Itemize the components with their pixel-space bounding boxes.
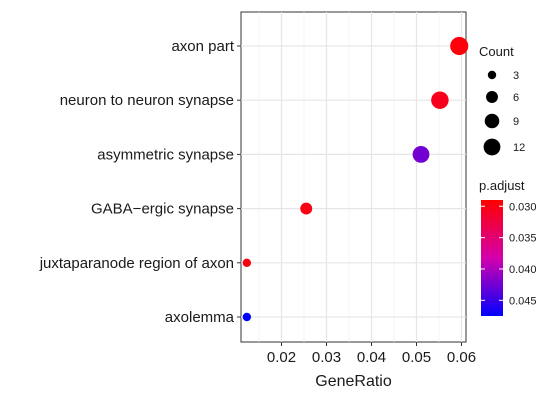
color-legend-label: 0.030: [509, 201, 537, 213]
data-point: [242, 312, 252, 322]
size-legend-title: Count: [479, 44, 514, 59]
x-tick-label: 0.05: [402, 349, 431, 366]
y-category-label: axolemma: [165, 309, 235, 326]
y-category-label: GABA−ergic synapse: [91, 201, 234, 218]
y-category-label: neuron to neuron synapse: [60, 92, 234, 109]
size-legend-dot: [484, 113, 500, 129]
y-category-label: juxtaparanode region of axon: [39, 255, 234, 272]
data-point: [300, 202, 313, 215]
color-legend-bar: [481, 200, 503, 316]
x-axis: 0.02 0.03 0.04 0.05 0.06: [267, 342, 476, 366]
x-axis-title: GeneRatio: [315, 373, 392, 390]
color-legend-label: 0.040: [509, 264, 537, 276]
y-category-label: asymmetric synapse: [97, 146, 234, 163]
size-legend-label: 9: [513, 116, 519, 128]
size-legend-dot: [486, 91, 498, 103]
data-point: [431, 91, 449, 109]
x-tick-label: 0.04: [357, 349, 386, 366]
size-legend-label: 6: [513, 92, 519, 104]
data-point: [412, 146, 430, 163]
x-tick-label: 0.03: [312, 349, 341, 366]
size-legend-label: 3: [513, 70, 519, 82]
x-tick-label: 0.02: [267, 349, 296, 366]
size-legend-label: 12: [513, 142, 525, 154]
color-legend-label: 0.035: [509, 233, 537, 245]
color-legend-ticks: 0.030 0.035 0.040 0.045: [481, 201, 537, 307]
plot-panel: [240, 11, 467, 343]
size-legend: 3 6 9 12: [483, 70, 525, 156]
y-category-label: axon part: [171, 38, 234, 55]
size-legend-dot: [483, 138, 501, 156]
color-legend-label: 0.045: [509, 295, 537, 307]
y-axis: axon part neuron to neuron synapse asymmet…: [39, 38, 241, 326]
x-tick-label: 0.06: [447, 349, 476, 366]
size-legend-dot: [487, 70, 497, 80]
color-legend-title: p.adjust: [479, 178, 525, 193]
data-point: [242, 258, 252, 267]
data-points: [242, 36, 469, 322]
data-point: [450, 36, 469, 56]
